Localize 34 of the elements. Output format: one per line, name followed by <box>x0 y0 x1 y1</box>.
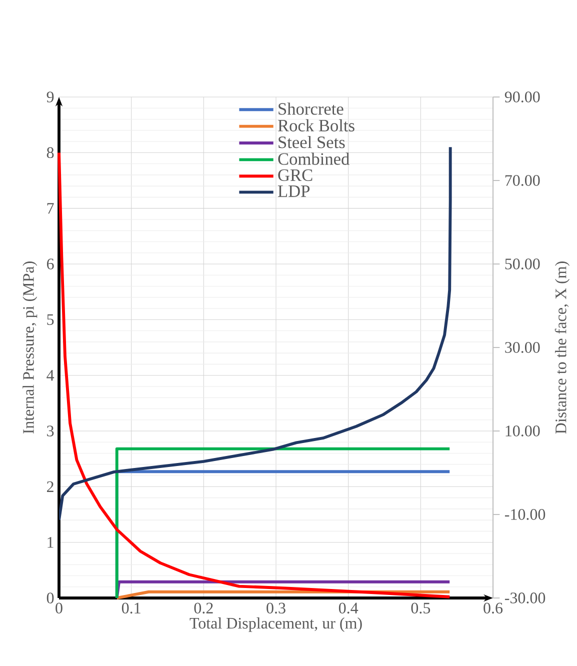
x-axis-title: Total Displacement, ur (m) <box>190 617 362 632</box>
x-tick-label: 0 <box>56 602 62 614</box>
y2-tick-label: 70.00 <box>505 175 540 186</box>
x-tick-label: 0.2 <box>194 602 213 614</box>
y-tick-label: 1 <box>48 537 54 548</box>
y2-tick-label: 30.00 <box>505 342 540 353</box>
x-tick-label: 0.3 <box>266 602 286 614</box>
y2-tick-label: -10.00 <box>504 509 546 520</box>
x-tick-label: 0.1 <box>122 602 140 614</box>
x-tick-label: 0.5 <box>411 602 430 614</box>
y-axis-title: Internal Pressure, pi (MPa) <box>22 262 38 434</box>
x-tick-label: 0.4 <box>338 602 358 614</box>
y-tick-label: 8 <box>46 147 54 158</box>
legend-label: Combined <box>278 152 350 165</box>
x-tick-label: 0.6 <box>484 602 503 614</box>
y2-tick-label: 10.00 <box>506 426 540 436</box>
legend-label: Shorcrete <box>278 102 344 115</box>
legend-label: Steel Sets <box>278 136 345 148</box>
y-tick-label: 2 <box>47 481 54 492</box>
y-tick-label: 4 <box>46 370 54 381</box>
y2-tick-label: 50.00 <box>505 258 540 270</box>
y-tick-label: 3 <box>47 426 54 436</box>
y2-axis-title: Distance to the face, X (m) <box>554 262 570 434</box>
y2-tick-label: 90.00 <box>504 92 540 102</box>
y-tick-label: 6 <box>46 258 54 270</box>
legend-label: LDP <box>278 186 310 197</box>
y-tick-label: 7 <box>47 203 54 214</box>
legend-label: Rock Bolts <box>278 119 354 132</box>
y-tick-label: 0 <box>46 592 54 604</box>
y-tick-label: 9 <box>46 92 54 102</box>
y2-tick-label: -30.00 <box>504 592 546 604</box>
y-tick-label: 5 <box>47 314 54 325</box>
legend-label: GRC <box>278 169 312 182</box>
line-series <box>58 151 452 598</box>
